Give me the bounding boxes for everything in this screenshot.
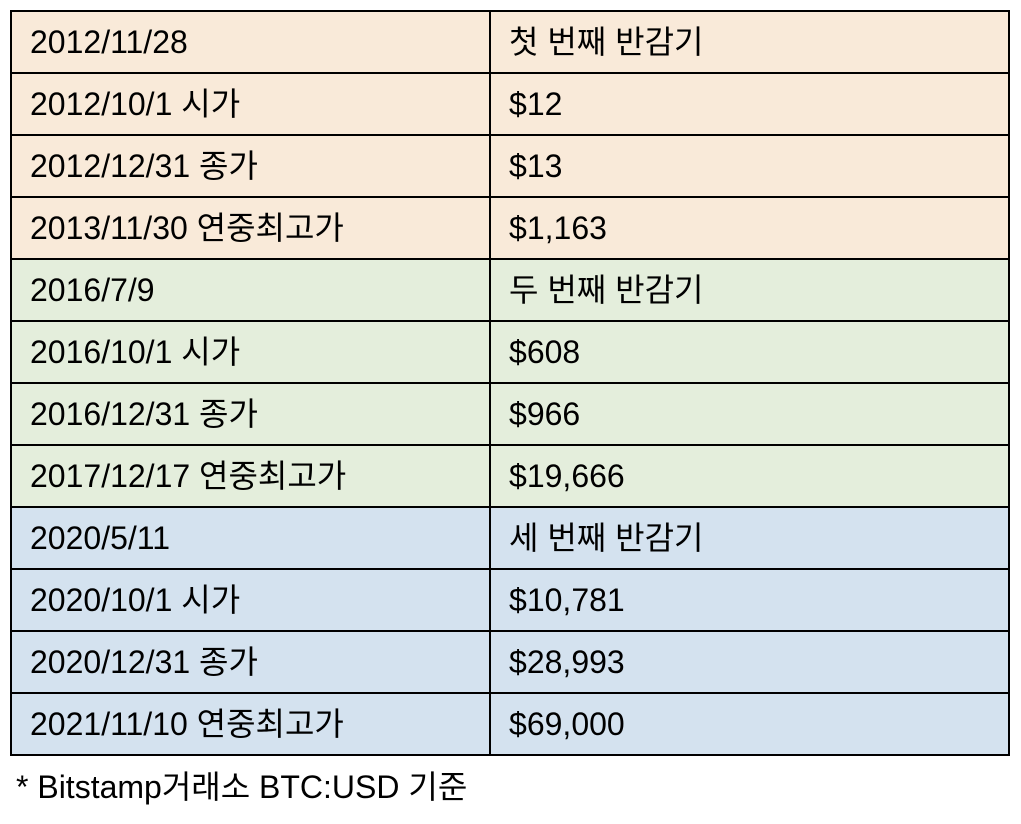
cell-label: 2021/11/10 연중최고가 bbox=[11, 693, 490, 755]
cell-value: $12 bbox=[490, 73, 1009, 135]
table-row: 2020/10/1 시가$10,781 bbox=[11, 569, 1009, 631]
table-row: 2016/7/9두 번째 반감기 bbox=[11, 259, 1009, 321]
cell-value: $10,781 bbox=[490, 569, 1009, 631]
table-row: 2016/12/31 종가$966 bbox=[11, 383, 1009, 445]
table-row: 2012/10/1 시가$12 bbox=[11, 73, 1009, 135]
table-row: 2012/11/28첫 번째 반감기 bbox=[11, 11, 1009, 73]
cell-label: 2012/11/28 bbox=[11, 11, 490, 73]
cell-label: 2013/11/30 연중최고가 bbox=[11, 197, 490, 259]
cell-value: $13 bbox=[490, 135, 1009, 197]
table-row: 2016/10/1 시가$608 bbox=[11, 321, 1009, 383]
cell-value: $28,993 bbox=[490, 631, 1009, 693]
cell-label: 2020/12/31 종가 bbox=[11, 631, 490, 693]
cell-value: $1,163 bbox=[490, 197, 1009, 259]
cell-label: 2016/12/31 종가 bbox=[11, 383, 490, 445]
cell-label: 2020/5/11 bbox=[11, 507, 490, 569]
table-row: 2012/12/31 종가$13 bbox=[11, 135, 1009, 197]
cell-value: $608 bbox=[490, 321, 1009, 383]
table-row: 2021/11/10 연중최고가$69,000 bbox=[11, 693, 1009, 755]
cell-label: 2016/10/1 시가 bbox=[11, 321, 490, 383]
cell-value: $69,000 bbox=[490, 693, 1009, 755]
cell-value: 세 번째 반감기 bbox=[490, 507, 1009, 569]
cell-label: 2012/10/1 시가 bbox=[11, 73, 490, 135]
cell-value: 두 번째 반감기 bbox=[490, 259, 1009, 321]
halving-table: 2012/11/28첫 번째 반감기2012/10/1 시가$122012/12… bbox=[10, 10, 1010, 756]
cell-label: 2017/12/17 연중최고가 bbox=[11, 445, 490, 507]
table-row: 2020/12/31 종가$28,993 bbox=[11, 631, 1009, 693]
footnote: * Bitstamp거래소 BTC:USD 기준 bbox=[10, 756, 1011, 814]
cell-value: 첫 번째 반감기 bbox=[490, 11, 1009, 73]
cell-label: 2020/10/1 시가 bbox=[11, 569, 490, 631]
table-row: 2013/11/30 연중최고가$1,163 bbox=[11, 197, 1009, 259]
table-row: 2017/12/17 연중최고가$19,666 bbox=[11, 445, 1009, 507]
cell-value: $966 bbox=[490, 383, 1009, 445]
cell-label: 2016/7/9 bbox=[11, 259, 490, 321]
table-row: 2020/5/11세 번째 반감기 bbox=[11, 507, 1009, 569]
cell-value: $19,666 bbox=[490, 445, 1009, 507]
cell-label: 2012/12/31 종가 bbox=[11, 135, 490, 197]
